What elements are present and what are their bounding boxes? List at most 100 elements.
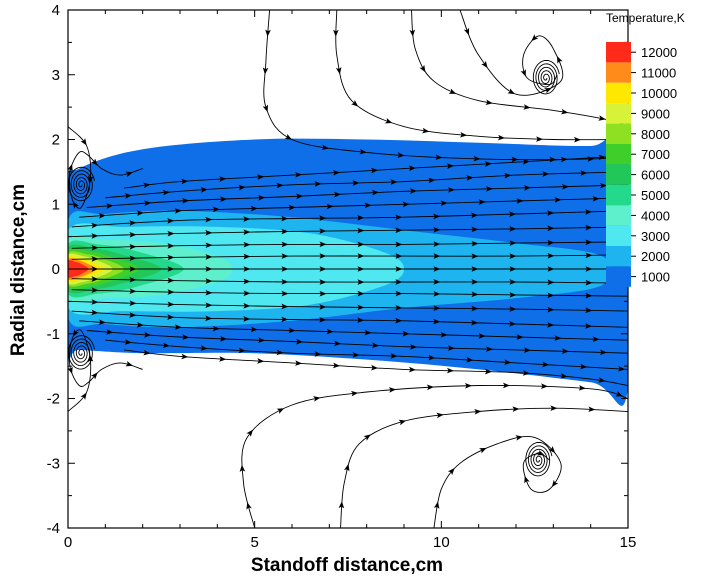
streamline — [71, 241, 628, 249]
streamline-arrow — [561, 348, 569, 355]
streamline-arrow — [484, 161, 492, 167]
streamline-arrow — [585, 224, 593, 231]
legend-swatch-1000 — [606, 266, 631, 287]
y-tick-label: -1 — [47, 326, 60, 343]
streamline-arrow — [205, 216, 213, 223]
streamline-arrow — [390, 353, 398, 359]
streamline-arrow — [428, 354, 436, 361]
legend-swatch-8000 — [606, 123, 631, 144]
streamline-arrow — [262, 67, 269, 75]
streamline-arrow — [338, 501, 345, 509]
streamline-arrow — [515, 435, 523, 441]
streamline-arrow — [548, 445, 556, 454]
streamline-arrow — [522, 370, 530, 376]
streamline-arrow — [212, 206, 220, 213]
streamline-arrow — [243, 266, 251, 272]
streamline-arrow — [243, 253, 251, 260]
streamline — [411, 10, 628, 128]
streamline-arrow — [68, 163, 73, 172]
streamline-arrow — [484, 368, 492, 375]
streamline-arrow — [87, 354, 94, 363]
streamline-arrow — [295, 172, 303, 178]
streamline-arrow — [129, 266, 137, 272]
streamline-arrow — [410, 344, 418, 350]
streamline-arrow — [588, 406, 596, 413]
streamline-arrow — [497, 134, 506, 141]
streamline-arrow — [319, 290, 327, 297]
legend-swatch-4000 — [606, 205, 631, 226]
streamline-arrow — [395, 290, 403, 297]
streamline-arrow — [542, 361, 550, 368]
streamline-arrow — [388, 387, 397, 393]
streamline-arrow — [313, 396, 321, 402]
streamline-arrow — [91, 244, 99, 251]
streamline-arrow — [504, 172, 512, 179]
streamline — [71, 310, 628, 328]
streamline-arrow — [72, 201, 79, 209]
streamline-arrow — [419, 64, 426, 73]
streamline-arrow — [485, 346, 493, 352]
streamline-arrow — [509, 253, 517, 259]
streamline-arrow — [167, 254, 175, 261]
x-tick-label: 10 — [433, 534, 450, 551]
streamline-arrow — [281, 228, 289, 235]
streamline-arrow — [219, 176, 227, 182]
streamline — [79, 320, 628, 341]
streamline-arrow — [516, 198, 524, 204]
streamline-arrow — [243, 278, 251, 285]
legend-swatch-5000 — [606, 184, 631, 206]
streamline-arrow — [351, 390, 359, 397]
streamline-arrow — [618, 366, 626, 372]
streamline-arrow — [91, 276, 99, 282]
streamline-arrow — [91, 309, 99, 316]
streamline-arrow — [547, 279, 555, 286]
streamline-arrow — [478, 333, 486, 339]
x-tick-label: 0 — [64, 534, 72, 551]
streamline-arrow — [466, 357, 474, 363]
streamline-arrow — [502, 382, 510, 389]
streamline-arrow — [326, 328, 334, 335]
legend-title: Temperature,K — [606, 11, 685, 25]
streamline-arrow — [262, 104, 268, 113]
streamline-arrow — [409, 29, 416, 37]
streamline-arrow — [509, 211, 517, 217]
streamline-arrow — [276, 349, 284, 356]
streamline-arrow — [471, 226, 479, 233]
streamline-arrow — [371, 189, 380, 196]
streamline-arrow — [547, 210, 555, 216]
legend-label: 5000 — [641, 188, 670, 203]
streamline-arrow — [370, 364, 379, 371]
streamline-arrow — [319, 316, 327, 323]
streamline-arrow — [390, 179, 398, 185]
streamline — [79, 197, 628, 218]
streamline-arrow — [332, 362, 341, 369]
streamline — [71, 289, 628, 297]
streamline-arrow — [549, 156, 557, 163]
streamline-arrow — [370, 167, 379, 174]
streamline-arrow — [557, 56, 563, 64]
streamline-arrow — [91, 222, 99, 229]
streamline-arrow — [246, 502, 252, 510]
streamline-arrow — [357, 241, 365, 248]
streamline-arrow — [561, 108, 569, 115]
legend-swatch-6000 — [606, 164, 631, 185]
streamline-arrow — [408, 366, 416, 373]
streamline-arrow — [585, 209, 593, 215]
streamline — [335, 10, 628, 141]
streamline-arrow — [509, 279, 517, 285]
streamline-arrow — [205, 278, 213, 284]
streamline-arrow — [395, 266, 403, 272]
vortex-spiral — [68, 166, 95, 202]
streamline-arrow — [507, 88, 515, 95]
streamline-arrow — [592, 195, 600, 202]
streamline-arrow — [200, 187, 208, 193]
legend-label: 7000 — [641, 147, 670, 162]
legend-label: 12000 — [641, 45, 677, 60]
streamline-arrow — [447, 187, 455, 193]
streamline-arrow — [129, 300, 137, 307]
streamline-arrow — [205, 315, 213, 322]
streamline-arrow — [523, 185, 531, 191]
streamline-arrow — [561, 183, 569, 190]
streamline-arrow — [547, 239, 555, 246]
streamline-arrow — [364, 329, 372, 336]
